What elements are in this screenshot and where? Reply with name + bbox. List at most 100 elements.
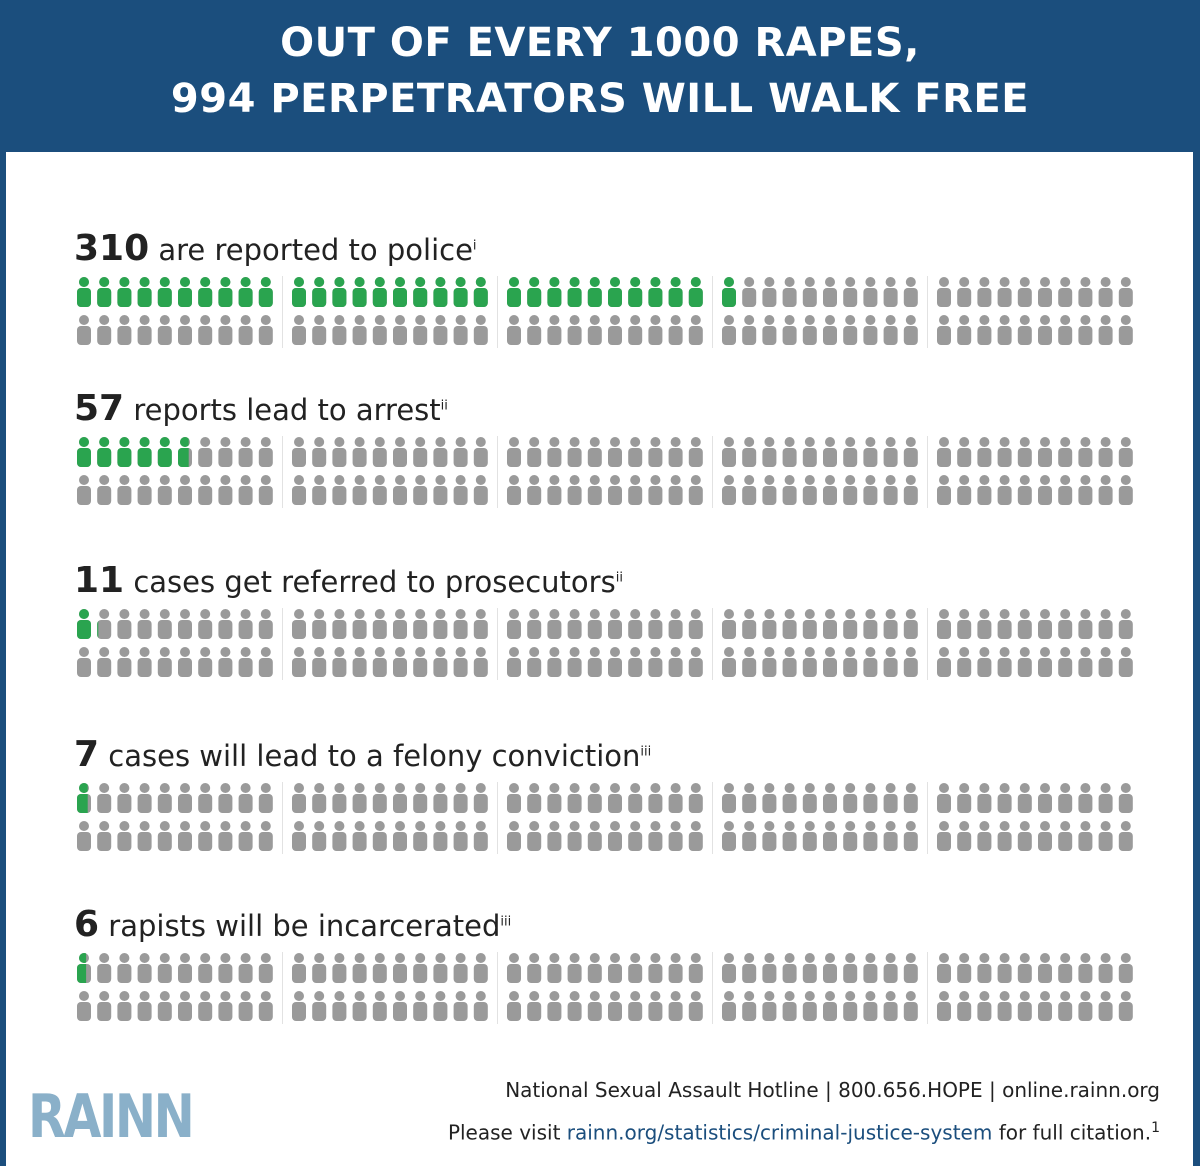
person-figure <box>332 437 347 467</box>
person-figure <box>957 991 972 1021</box>
person-figure <box>742 475 757 505</box>
person-figure <box>863 783 878 813</box>
person-figure <box>688 315 703 345</box>
person-figure <box>843 475 858 505</box>
person-figure <box>547 315 562 345</box>
person-figure <box>1078 475 1093 505</box>
person-figure <box>648 783 663 813</box>
person-figure <box>198 609 213 639</box>
person-figure <box>567 647 582 677</box>
person-figure <box>1017 277 1032 307</box>
person-figure <box>782 991 797 1021</box>
person-figure <box>802 991 817 1021</box>
person-figure <box>823 821 837 851</box>
person-figure <box>668 953 683 983</box>
person-figure <box>957 437 972 467</box>
person-figure <box>762 277 777 307</box>
person-figure <box>527 475 542 505</box>
person-figure <box>1017 953 1032 983</box>
person-figure <box>312 821 327 851</box>
person-figure <box>977 475 992 505</box>
person-figure <box>372 315 387 345</box>
person-figure <box>1058 609 1073 639</box>
person-figure <box>567 315 582 345</box>
person-figure <box>648 315 663 345</box>
person-figure <box>668 315 683 345</box>
person-figure <box>413 953 428 983</box>
person-figure <box>218 821 233 851</box>
person-figure <box>863 647 878 677</box>
person-figure <box>258 437 273 467</box>
person-figure <box>863 991 878 1021</box>
person-figure <box>628 953 643 983</box>
person-figure <box>762 783 777 813</box>
person-figure <box>77 277 91 307</box>
person-figure <box>1058 475 1073 505</box>
person-figure <box>292 991 306 1021</box>
person-figure <box>802 277 817 307</box>
person-figure <box>178 783 192 813</box>
person-figure <box>312 647 327 677</box>
person-figure <box>433 609 448 639</box>
person-figure <box>258 475 273 505</box>
person-figure <box>332 647 347 677</box>
citation-prefix: Please visit <box>447 1120 567 1145</box>
person-figure <box>843 609 858 639</box>
person-figure <box>117 783 132 813</box>
person-figure <box>1017 437 1032 467</box>
person-figure <box>258 315 273 345</box>
person-figure <box>977 609 992 639</box>
citation-link[interactable]: rainn.org/statistics/criminal-justice-sy… <box>566 1120 993 1145</box>
person-figure <box>648 991 663 1021</box>
person-figure <box>1038 783 1052 813</box>
person-figure <box>547 991 562 1021</box>
person-figure <box>178 277 192 307</box>
person-figure <box>668 277 683 307</box>
person-figure <box>312 437 327 467</box>
person-figure <box>473 475 488 505</box>
person-figure <box>453 315 468 345</box>
person-figure <box>1098 609 1113 639</box>
person-figure <box>567 277 582 307</box>
person-figure <box>1078 953 1093 983</box>
person-figure <box>802 609 817 639</box>
person-figure <box>547 609 562 639</box>
person-figure <box>823 437 837 467</box>
person-figure <box>137 991 152 1021</box>
person-figure <box>957 475 972 505</box>
person-figure <box>97 821 112 851</box>
person-figure <box>977 315 992 345</box>
person-figure <box>843 821 858 851</box>
person-figure <box>802 821 817 851</box>
person-figure <box>393 953 407 983</box>
person-figure <box>372 437 387 467</box>
person-figure <box>567 991 582 1021</box>
person-figure <box>453 475 468 505</box>
person-figure <box>312 315 327 345</box>
person-figure <box>883 475 898 505</box>
person-figure <box>782 783 797 813</box>
person-figure <box>117 609 132 639</box>
person-figure <box>903 991 918 1021</box>
person-figure <box>587 277 602 307</box>
person-figure <box>762 437 777 467</box>
person-figure <box>393 475 407 505</box>
person-figure <box>1118 821 1133 851</box>
person-figure <box>567 475 582 505</box>
person-figure <box>178 475 192 505</box>
person-figure <box>903 647 918 677</box>
person-figure <box>117 647 132 677</box>
person-figure <box>117 991 132 1021</box>
person-figure <box>453 821 468 851</box>
person-figure <box>903 953 918 983</box>
person-figure <box>742 437 757 467</box>
person-figure <box>628 475 643 505</box>
person-figure <box>742 277 757 307</box>
person-figure <box>137 783 152 813</box>
person-figure <box>547 475 562 505</box>
person-figure <box>863 953 878 983</box>
title-line-1: OUT OF EVERY 1000 RAPES, <box>280 20 920 66</box>
person-figure <box>97 277 112 307</box>
person-figure <box>762 991 777 1021</box>
person-figure <box>413 315 428 345</box>
